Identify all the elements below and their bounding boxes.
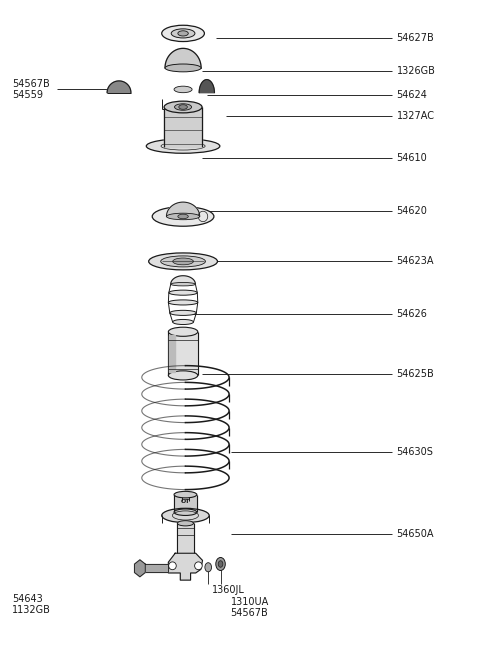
- Ellipse shape: [161, 256, 205, 267]
- Ellipse shape: [174, 509, 197, 516]
- Ellipse shape: [167, 213, 200, 219]
- Ellipse shape: [152, 207, 214, 226]
- Ellipse shape: [170, 310, 196, 315]
- Text: 54624: 54624: [396, 90, 428, 101]
- Text: 54567B: 54567B: [12, 79, 50, 89]
- Ellipse shape: [165, 64, 201, 72]
- Ellipse shape: [168, 371, 198, 380]
- Ellipse shape: [178, 214, 188, 219]
- Ellipse shape: [173, 258, 193, 265]
- Ellipse shape: [174, 491, 197, 498]
- Polygon shape: [168, 553, 203, 580]
- Text: 54559: 54559: [12, 90, 43, 101]
- Polygon shape: [167, 202, 200, 216]
- Text: 54626: 54626: [396, 309, 428, 319]
- Polygon shape: [171, 276, 195, 284]
- Ellipse shape: [162, 25, 204, 41]
- Ellipse shape: [216, 558, 225, 570]
- Text: 1360JL: 1360JL: [212, 585, 244, 595]
- Ellipse shape: [179, 104, 187, 109]
- Ellipse shape: [205, 562, 212, 572]
- Ellipse shape: [149, 253, 217, 270]
- Polygon shape: [142, 564, 168, 572]
- Ellipse shape: [171, 29, 195, 38]
- Polygon shape: [174, 495, 197, 512]
- Text: 54643: 54643: [12, 594, 43, 604]
- Text: 1310UA: 1310UA: [230, 597, 269, 607]
- Text: 54620: 54620: [396, 206, 428, 216]
- Text: 54627B: 54627B: [396, 33, 434, 43]
- Ellipse shape: [174, 86, 192, 93]
- Ellipse shape: [164, 101, 202, 113]
- Ellipse shape: [168, 300, 198, 305]
- Ellipse shape: [168, 562, 176, 570]
- Ellipse shape: [169, 290, 197, 295]
- Text: 54630S: 54630S: [396, 447, 433, 457]
- Text: 54610: 54610: [396, 153, 427, 163]
- Text: OT: OT: [181, 499, 190, 505]
- Ellipse shape: [218, 560, 223, 567]
- Text: 54623A: 54623A: [396, 256, 434, 266]
- Polygon shape: [169, 335, 175, 372]
- Polygon shape: [199, 79, 215, 93]
- Text: 54567B: 54567B: [230, 608, 268, 618]
- Polygon shape: [107, 81, 131, 93]
- Ellipse shape: [194, 562, 202, 570]
- Polygon shape: [164, 107, 202, 147]
- Ellipse shape: [168, 327, 198, 336]
- Text: 54650A: 54650A: [396, 529, 434, 539]
- Ellipse shape: [178, 31, 188, 36]
- Polygon shape: [165, 49, 201, 68]
- Polygon shape: [178, 523, 193, 553]
- Ellipse shape: [175, 104, 192, 110]
- Ellipse shape: [171, 283, 195, 286]
- Polygon shape: [168, 332, 198, 375]
- Ellipse shape: [178, 521, 193, 526]
- Ellipse shape: [162, 509, 209, 522]
- Text: 54625B: 54625B: [396, 369, 434, 379]
- Ellipse shape: [146, 139, 220, 153]
- Text: 1326GB: 1326GB: [396, 66, 435, 76]
- Text: 1327AC: 1327AC: [396, 111, 434, 121]
- Ellipse shape: [173, 319, 193, 325]
- Text: 1132GB: 1132GB: [12, 605, 51, 615]
- Polygon shape: [182, 496, 189, 501]
- Polygon shape: [134, 560, 145, 577]
